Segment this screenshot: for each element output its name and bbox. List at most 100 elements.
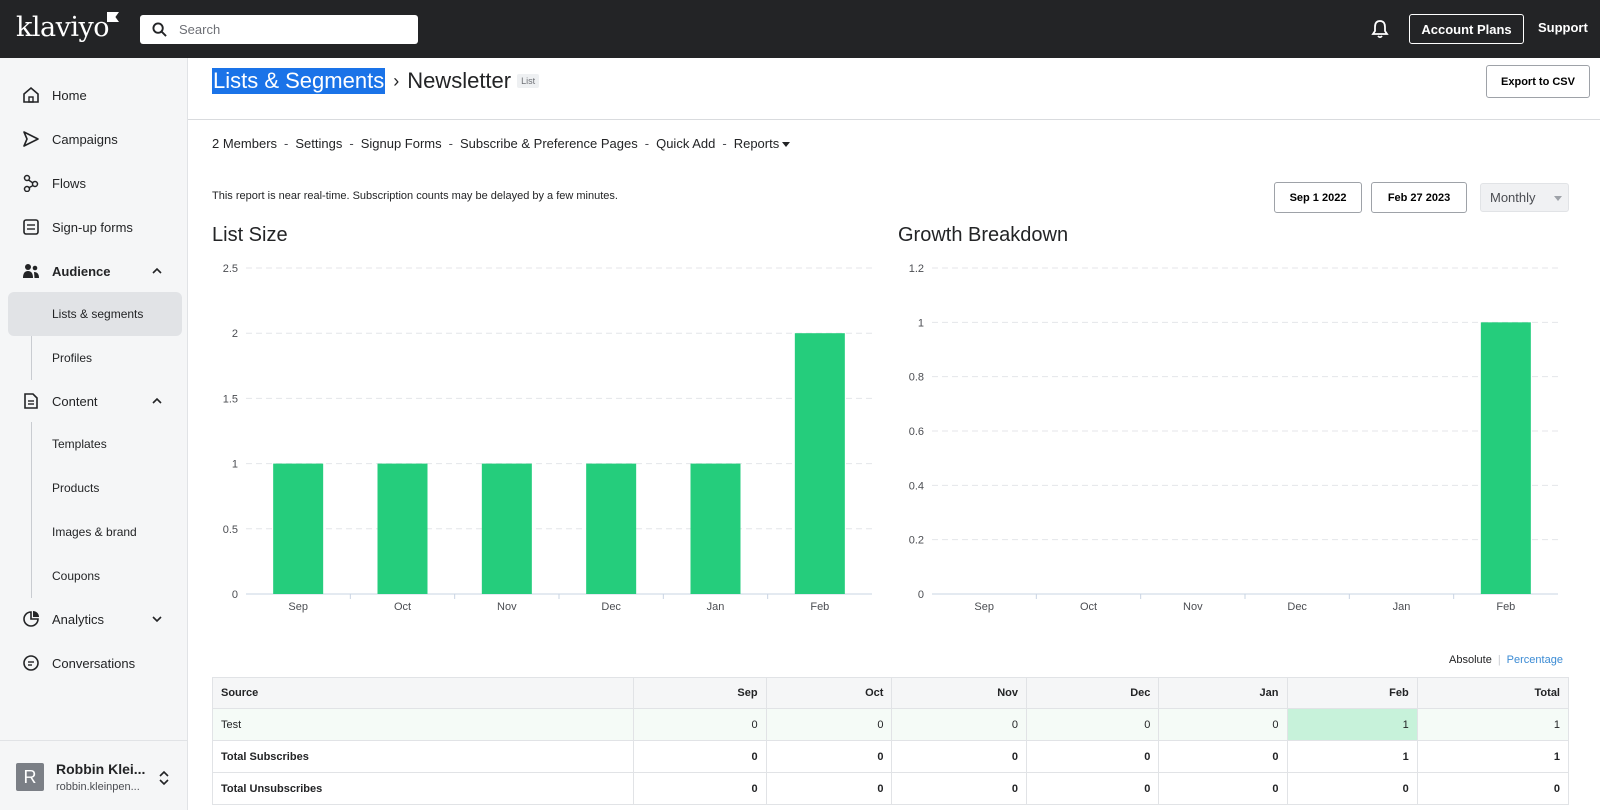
content-icon [24,393,38,409]
percentage-toggle[interactable]: Percentage [1506,654,1563,666]
table-cell: 0 [1416,772,1570,805]
klaviyo-logo[interactable]: klaviyo [16,12,121,43]
subnav-signup-forms[interactable]: Signup Forms [360,136,442,151]
absolute-toggle[interactable]: Absolute [1449,654,1492,666]
chevron-right-icon: › [393,70,400,91]
table-cell: 0 [1158,740,1288,773]
sidebar-item-home[interactable]: Home [0,75,188,115]
table-header: Feb [1286,677,1418,709]
sidebar-item-analytics[interactable]: Analytics [0,599,188,639]
y-tick-label: 0.6 [909,426,924,438]
x-tick-label: Dec [601,601,621,613]
chevron-up-icon[interactable] [150,264,164,278]
search-input[interactable] [179,22,399,37]
support-link[interactable]: Support [1538,20,1588,35]
y-tick-label: 2 [232,328,238,340]
flows-icon [23,174,39,192]
x-tick-label: Nov [1183,601,1203,613]
table-cell: 0 [891,740,1027,773]
bar-feb[interactable] [1480,322,1531,594]
bar-sep[interactable] [273,463,324,594]
interval-select[interactable]: Monthly [1480,183,1569,212]
sidebar-item-label: Lists & segments [52,307,144,321]
subnav-reports[interactable]: Reports [734,136,791,151]
sidebar-item-lists-segments[interactable]: Lists & segments [8,292,182,336]
list-size-chart-svg: 0 0.5 1 1.5 2 2.5 Sep Oct Nov Dec Jan Feb [223,263,872,613]
sidebar-item-images-brand[interactable]: Images & brand [8,510,182,554]
table-header: Source [211,677,635,709]
x-tick-label: Jan [707,601,725,613]
user-email: robbin.kleinpen... [56,781,140,793]
y-tick-label: 1 [918,317,924,329]
bar-oct[interactable] [377,463,428,594]
table-cell: 0 [633,740,767,773]
table-cell: Total Subscribes [211,740,635,773]
subnav-members[interactable]: 2 Members [212,136,278,151]
x-tick-label: Dec [1287,601,1307,613]
chat-icon [23,655,39,671]
page-title: Newsletter [407,68,512,93]
y-tick-label: 0.8 [909,372,924,384]
sidebar-item-templates[interactable]: Templates [8,422,182,466]
bell-icon[interactable] [1371,19,1389,39]
sidebar-item-flows[interactable]: Flows [0,163,188,203]
top-bar: klaviyo Account Plans Support [0,0,1600,58]
subnav-settings[interactable]: Settings [295,136,343,151]
sidebar-item-products[interactable]: Products [8,466,182,510]
growth-table: Source Sep Oct Nov Dec Jan Feb Total Tes… [211,677,1570,805]
sidebar-item-label: Conversations [52,655,136,671]
table-cell: 0 [891,772,1027,805]
sidebar-item-content[interactable]: Content [0,381,188,421]
end-date-button[interactable]: Feb 27 2023 [1371,182,1467,213]
x-tick-label: Feb [810,601,829,613]
breadcrumb: Lists & Segments › Newsletter List [212,68,540,94]
sidebar-item-audience[interactable]: Audience [0,251,188,291]
x-tick-label: Sep [288,601,308,613]
subnav-preference-pages[interactable]: Subscribe & Preference Pages [459,136,638,151]
chevron-updown-icon[interactable] [158,769,170,787]
account-plans-button[interactable]: Account Plans [1409,14,1524,44]
x-tick-label: Nov [497,601,517,613]
table-cell: 0 [891,708,1027,741]
chevron-down-icon[interactable] [150,612,164,626]
bar-jan[interactable] [690,463,741,594]
chevron-up-icon[interactable] [150,394,164,408]
table-header-row: Source Sep Oct Nov Dec Jan Feb Total [211,677,1570,709]
bar-nov[interactable] [481,463,532,594]
analytics-icon [23,611,39,627]
table-row: Total Subscribes 0 0 0 0 0 1 1 [211,740,1570,773]
sidebar-item-coupons[interactable]: Coupons [8,554,182,598]
table-header: Nov [891,677,1027,709]
start-date-button[interactable]: Sep 1 2022 [1274,182,1362,213]
subnav-quick-add[interactable]: Quick Add [656,136,716,151]
search-icon [152,22,167,37]
list-size-chart: 0 0.5 1 1.5 2 2.5 Sep Oct Nov Dec Jan Feb [212,258,882,623]
bar-feb[interactable] [794,333,845,594]
caret-down-icon [782,142,791,147]
bar-dec[interactable] [586,463,637,594]
sidebar: Home Campaigns Flows Sign-up forms Audie… [0,58,188,810]
sidebar-item-label: Images & brand [52,525,137,539]
table-header: Dec [1025,677,1160,709]
home-icon [23,86,39,103]
sidebar-item-label: Analytics [52,611,105,627]
breadcrumb-lists-segments[interactable]: Lists & Segments [212,68,386,94]
export-csv-button[interactable]: Export to CSV [1486,65,1590,98]
sidebar-item-campaigns[interactable]: Campaigns [0,119,188,159]
sidebar-item-label: Flows [52,175,86,191]
sidebar-item-signup-forms[interactable]: Sign-up forms [0,207,188,247]
submenu-line [31,422,32,598]
user-menu[interactable]: R Robbin Klei... robbin.kleinpen... [0,740,188,810]
y-tick-label: 1.5 [223,393,238,405]
growth-breakdown-chart-svg: 0 0.2 0.4 0.6 0.8 1 1.2 Sep Oct Nov Dec Jan Feb [909,263,1558,613]
table-cell: 0 [765,772,893,805]
table-header: Oct [765,677,893,709]
sidebar-item-conversations[interactable]: Conversations [0,643,188,683]
sidebar-item-profiles[interactable]: Profiles [8,336,182,380]
search-box[interactable] [140,15,418,44]
chart-title-list-size: List Size [212,224,288,246]
table-cell: Test [211,708,635,741]
table-cell: 0 [1025,708,1160,741]
header-divider [188,119,1600,120]
y-tick-label: 2.5 [223,263,238,275]
